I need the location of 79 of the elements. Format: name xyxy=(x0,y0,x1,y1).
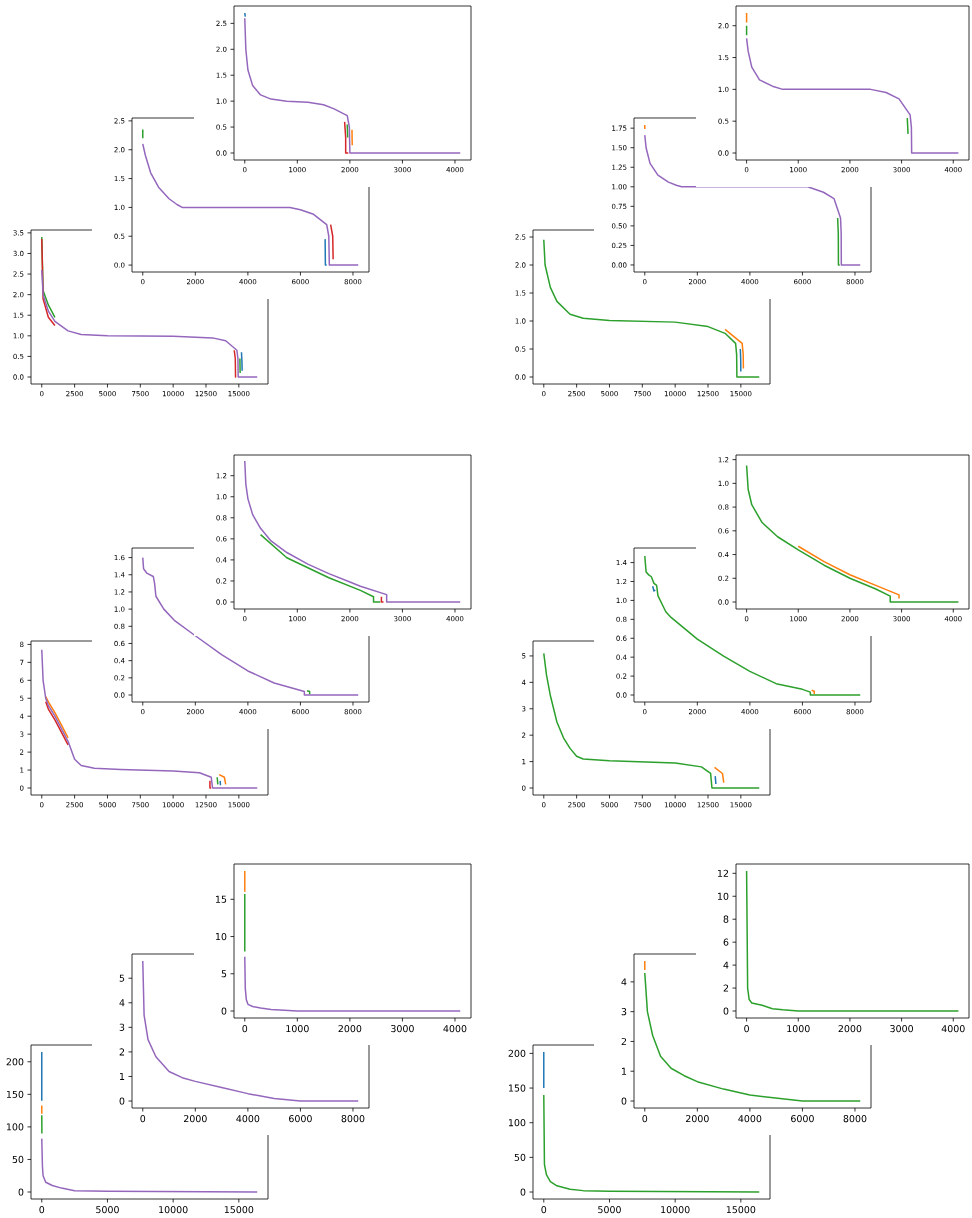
y-tick-label: 100 xyxy=(6,1123,24,1131)
y-tick-label: 2 xyxy=(723,984,729,992)
x-tick-label: 6000 xyxy=(791,1115,814,1123)
x-tick-label: 6000 xyxy=(289,1115,312,1123)
x-tick-label: 10000 xyxy=(661,1206,690,1214)
line-series xyxy=(745,464,960,603)
x-tick-label: 1000 xyxy=(286,1025,309,1033)
y-tick-label: 100 xyxy=(508,1119,526,1127)
line-series xyxy=(142,143,359,266)
line-series xyxy=(644,555,861,696)
x-tick-label: 0 xyxy=(140,1115,146,1123)
y-tick-label: 2 xyxy=(119,1048,125,1056)
line-series xyxy=(244,17,461,154)
line-series xyxy=(644,134,861,266)
line-series xyxy=(543,652,760,789)
y-tick-label: 0 xyxy=(621,1097,627,1105)
x-tick-label: 15000 xyxy=(726,1206,756,1214)
y-tick-label: 200 xyxy=(6,1058,24,1066)
y-tick-label: 5 xyxy=(119,974,125,982)
line-series xyxy=(543,239,760,378)
x-tick-label: 15000 xyxy=(224,1206,254,1214)
y-tick-label: 15 xyxy=(215,895,227,903)
y-tick-label: 50 xyxy=(12,1155,24,1164)
line-series xyxy=(142,556,359,696)
line-series xyxy=(41,1137,258,1193)
line-series xyxy=(244,460,461,603)
line-series xyxy=(543,1094,760,1193)
x-tick-label: 0 xyxy=(39,1206,45,1214)
line-series xyxy=(745,870,960,1012)
line-series xyxy=(244,955,461,1012)
x-tick-label: 0 xyxy=(541,1206,547,1214)
y-tick-label: 4 xyxy=(621,978,627,986)
y-tick-label: 150 xyxy=(508,1084,526,1092)
y-tick-label: 0 xyxy=(18,1188,24,1196)
line-series xyxy=(41,649,258,789)
y-tick-label: 1 xyxy=(120,1073,125,1080)
x-tick-label: 10000 xyxy=(159,1206,188,1214)
y-tick-label: 0 xyxy=(520,1188,526,1196)
x-tick-label: 0 xyxy=(242,1025,248,1033)
x-tick-label: 5000 xyxy=(96,1206,119,1214)
x-tick-label: 4000 xyxy=(941,1025,965,1033)
x-tick-label: 2000 xyxy=(183,1115,207,1123)
y-tick-label: 4 xyxy=(723,961,729,969)
x-tick-label: 0 xyxy=(642,1115,648,1123)
y-tick-label: 10 xyxy=(215,932,227,941)
x-tick-label: 4000 xyxy=(738,1115,762,1123)
y-tick-label: 12 xyxy=(717,869,729,877)
y-tick-label: 1 xyxy=(622,1067,627,1075)
x-tick-label: 4000 xyxy=(236,1115,260,1123)
y-tick-label: 0 xyxy=(723,1007,729,1015)
x-tick-label: 1000 xyxy=(787,1025,810,1033)
line-series xyxy=(745,37,960,154)
line-series xyxy=(797,545,900,600)
y-tick-label: 3 xyxy=(119,1023,125,1031)
x-tick-label: 2000 xyxy=(838,1025,862,1033)
y-tick-label: 0 xyxy=(119,1097,125,1105)
x-tick-label: 0 xyxy=(744,1025,749,1033)
y-tick-label: 10 xyxy=(717,892,729,900)
x-tick-label: 4000 xyxy=(443,1025,467,1033)
line-series xyxy=(41,269,258,378)
x-tick-label: 8000 xyxy=(341,1115,365,1123)
y-tick-label: 50 xyxy=(514,1153,526,1161)
y-tick-label: 8 xyxy=(723,915,729,923)
line-series xyxy=(724,328,745,370)
x-tick-label: 3000 xyxy=(391,1025,414,1033)
y-tick-label: 3 xyxy=(621,1008,627,1016)
y-tick-label: 150 xyxy=(6,1090,24,1098)
y-tick-label: 4 xyxy=(119,999,125,1007)
y-tick-label: 2 xyxy=(621,1037,627,1045)
y-tick-label: 0 xyxy=(221,1007,227,1015)
x-tick-label: 2000 xyxy=(338,1025,362,1033)
y-tick-label: 5 xyxy=(221,970,227,978)
y-tick-label: 6 xyxy=(723,938,729,946)
x-tick-label: 5000 xyxy=(598,1206,621,1214)
x-tick-label: 3000 xyxy=(890,1025,913,1033)
line-series xyxy=(259,533,382,603)
y-tick-label: 200 xyxy=(508,1049,526,1057)
x-tick-label: 8000 xyxy=(843,1115,867,1123)
x-tick-label: 2000 xyxy=(685,1115,709,1123)
